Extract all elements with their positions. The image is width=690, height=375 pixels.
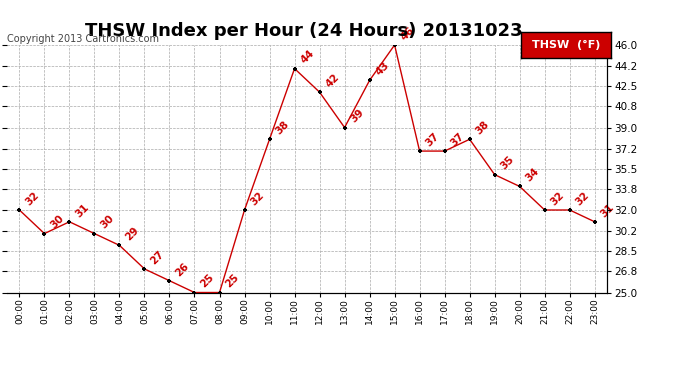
Point [439,148,450,154]
Text: Copyright 2013 Cartronics.com: Copyright 2013 Cartronics.com [7,34,159,44]
Point [164,278,175,284]
Text: 35: 35 [499,154,516,172]
Text: 32: 32 [23,190,41,207]
Point [289,66,300,72]
Point [39,231,50,237]
Text: 37: 37 [424,131,441,148]
Text: 30: 30 [48,213,66,231]
Point [539,207,550,213]
Text: 30: 30 [99,213,116,231]
Text: 32: 32 [549,190,566,207]
Text: 25: 25 [199,272,216,290]
Text: 29: 29 [124,225,141,243]
Text: 31: 31 [599,202,616,219]
Point [514,183,525,189]
Text: 37: 37 [448,131,466,148]
Text: 39: 39 [348,108,366,125]
Text: 31: 31 [74,202,91,219]
Text: 38: 38 [474,119,491,136]
Point [114,242,125,248]
Text: 34: 34 [524,166,541,184]
Point [489,172,500,178]
Point [389,42,400,48]
Text: 27: 27 [148,249,166,266]
Point [89,231,100,237]
Text: THSW  (°F): THSW (°F) [531,40,600,50]
Point [214,290,225,296]
Point [139,266,150,272]
Point [589,219,600,225]
Text: 25: 25 [224,272,241,290]
Text: 46: 46 [399,25,416,42]
Point [564,207,575,213]
Text: 42: 42 [324,72,341,89]
Point [239,207,250,213]
Point [14,207,25,213]
Point [339,124,350,130]
Point [464,136,475,142]
Text: THSW Index per Hour (24 Hours) 20131023: THSW Index per Hour (24 Hours) 20131023 [85,22,522,40]
Text: 38: 38 [274,119,291,136]
Point [264,136,275,142]
Point [364,77,375,83]
Text: 26: 26 [174,261,191,278]
Text: 43: 43 [374,60,391,78]
Point [314,89,325,95]
Point [189,290,200,296]
Text: 32: 32 [248,190,266,207]
Text: 44: 44 [299,48,316,66]
Point [414,148,425,154]
Point [64,219,75,225]
Text: 32: 32 [574,190,591,207]
